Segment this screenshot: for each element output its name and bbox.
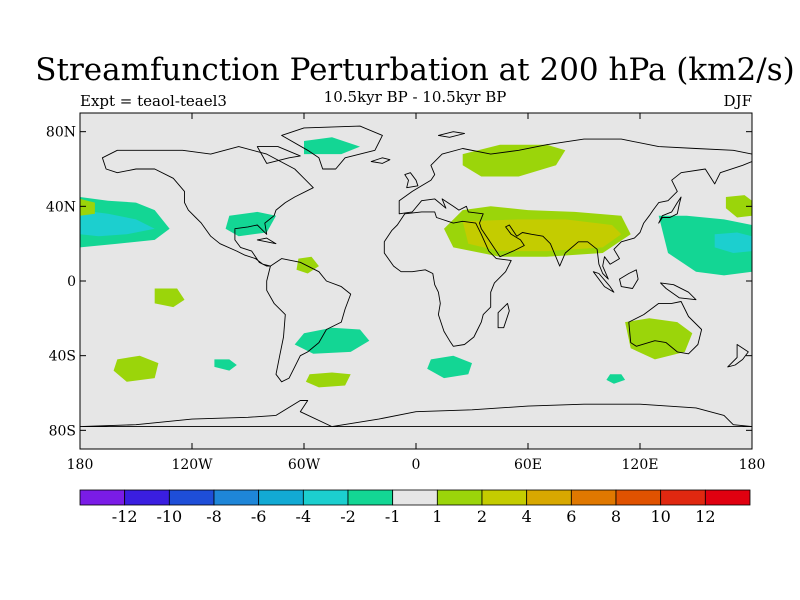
colorbar-label: -1 — [385, 507, 401, 526]
coastline-sumatra — [592, 271, 615, 293]
y-tick-label: 40N — [46, 199, 76, 215]
colorbar-swatch — [436, 489, 483, 506]
x-tick-label: 180 — [739, 457, 766, 473]
colorbar-label: 8 — [611, 507, 621, 526]
colorbar-label: -4 — [296, 507, 312, 526]
colorbar-swatch — [526, 489, 572, 506]
anomaly-south-asia-core — [462, 219, 622, 252]
coastline-cuba — [256, 237, 277, 245]
colorbar-label: -10 — [156, 507, 182, 526]
coastline-antarctica — [80, 400, 752, 428]
x-tick-label: 60E — [514, 457, 542, 473]
colorbar-label: -2 — [340, 507, 356, 526]
coastline-japan — [658, 196, 682, 224]
anomaly-atlantic-arctic-negative — [304, 137, 360, 155]
anomaly-south-pacific-negative — [214, 359, 237, 371]
anomaly-south-pacific-positive — [113, 355, 159, 382]
coastline-svalbard — [437, 131, 465, 138]
colorbar-label: 12 — [695, 507, 715, 526]
colorbar-swatch — [615, 489, 662, 506]
colorbar-swatch — [213, 489, 260, 506]
anomaly-east-dateline-positive — [725, 195, 752, 218]
coastline-baffin-island — [256, 146, 301, 164]
anomaly-west-atlantic-mid-positive — [80, 198, 95, 216]
coastline-eurasia — [398, 138, 752, 280]
anomaly-us-negative — [225, 211, 276, 237]
coastline-uk — [404, 172, 419, 189]
coastline-layer — [80, 125, 752, 428]
coastline-south-america — [266, 258, 352, 383]
anomaly-australia-positive — [625, 318, 693, 360]
colorbar-swatch — [168, 489, 215, 506]
coastline-north-america — [101, 146, 314, 267]
colorbar-swatch — [660, 489, 706, 506]
x-tick-label: 0 — [412, 457, 421, 473]
anomaly-layer — [80, 137, 752, 388]
coastline-madagascar — [497, 302, 510, 329]
colorbar-label: 1 — [432, 507, 442, 526]
anomaly-southern-ocean-negative — [606, 374, 626, 384]
coastline-new-guinea — [660, 282, 697, 301]
x-tick-label: 120W — [171, 457, 213, 473]
anomaly-south-atlantic-positive — [305, 372, 351, 388]
colorbar-label: -6 — [251, 507, 267, 526]
anomaly-north-pacific-core — [80, 210, 155, 237]
coastline-new-zealand — [727, 344, 749, 368]
coastline-africa — [383, 211, 512, 347]
colorbar-label: -12 — [112, 507, 138, 526]
colorbar: -12 -10 -8 -6 -4 -2 -1 1 2 4 6 8 10 12 — [79, 489, 751, 526]
y-tick-label: 80S — [49, 423, 76, 439]
colorbar-label: 4 — [522, 507, 532, 526]
colorbar-swatch — [79, 489, 126, 506]
period-label: 10.5kyr BP - 10.5kyr BP — [323, 88, 507, 106]
colorbar-swatch — [347, 489, 394, 506]
colorbar-swatch — [392, 489, 438, 506]
x-tick-label: 180 — [67, 457, 94, 473]
colorbar-swatch — [481, 489, 528, 506]
colorbar-swatch — [302, 489, 349, 506]
coastline-iceland — [370, 157, 391, 164]
coastline-australia — [628, 301, 703, 355]
x-tick-label: 120E — [622, 457, 659, 473]
anomaly-dateline-west-core — [714, 232, 752, 253]
colorbar-swatch — [704, 489, 751, 506]
coastline-borneo — [619, 269, 639, 289]
colorbar-label: 10 — [650, 507, 670, 526]
y-tick-label: 80N — [46, 125, 76, 141]
anomaly-dateline-west-negative — [658, 215, 752, 276]
anomaly-northern-europe-positive — [462, 144, 566, 177]
anomaly-indian-ocean-negative — [427, 355, 472, 379]
colorbar-label: 6 — [566, 507, 576, 526]
x-tick-label: 60W — [288, 457, 321, 473]
axis-ticks: 80N 40N 0 40S 80S 180 120W 60W 0 60E 120E 180 — [46, 113, 765, 473]
season-label: DJF — [723, 92, 752, 110]
colorbar-swatch — [124, 489, 170, 506]
colorbar-swatch — [570, 489, 617, 506]
colorbar-label: -8 — [206, 507, 222, 526]
coastline-greenland — [281, 125, 383, 170]
y-tick-label: 40S — [49, 349, 76, 365]
figure-title: Streamfunction Perturbation at 200 hPa (… — [35, 52, 795, 88]
y-tick-label: 0 — [67, 274, 76, 290]
colorbar-swatch — [258, 489, 304, 506]
map-background — [80, 113, 752, 449]
experiment-label: Expt = teaol-teael3 — [80, 92, 227, 110]
colorbar-label: 2 — [477, 507, 487, 526]
anomaly-pacific-subtropic-positive — [154, 288, 185, 308]
